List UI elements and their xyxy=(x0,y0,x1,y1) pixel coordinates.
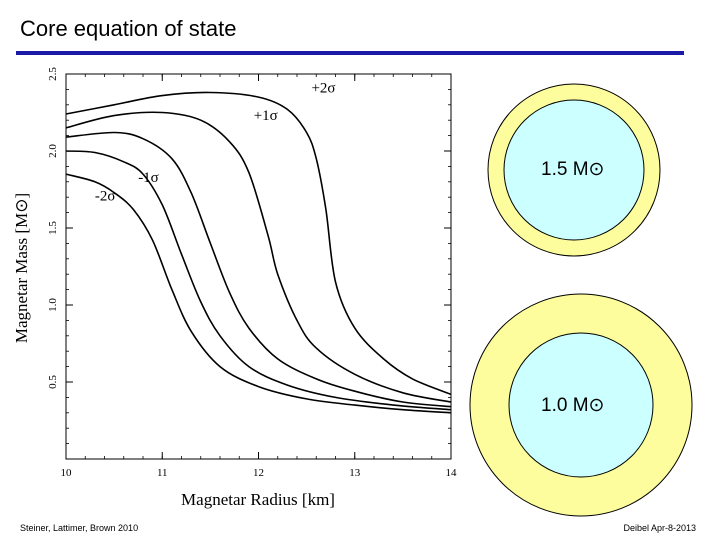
y-tick-label: 1.5 xyxy=(47,221,59,235)
y-tick-label: 1.0 xyxy=(47,298,59,312)
y-axis-ticks: 0.5 1.0 1.5 2.0 2.5 xyxy=(47,67,451,460)
citation-footer: Steiner, Lattimer, Brown 2010 xyxy=(20,523,139,533)
y-tick-label: 2.0 xyxy=(47,144,59,158)
star-large xyxy=(487,83,661,257)
x-axis-label: Magnetar Radius [km] xyxy=(181,490,335,509)
y-tick-label: 2.5 xyxy=(47,67,59,81)
series-label: -1σ xyxy=(138,170,159,186)
date-footer: Deibel Apr-8-2013 xyxy=(623,523,696,533)
series-curves xyxy=(65,91,452,414)
series-curve-2 xyxy=(65,131,452,408)
series-label: +1σ xyxy=(254,108,278,124)
x-tick-label: 10 xyxy=(61,467,73,479)
series-curve-3 xyxy=(65,150,452,411)
star-large-label: 1.5 M⊙ xyxy=(541,159,605,180)
x-tick-label: 11 xyxy=(157,467,168,479)
slide-title: Core equation of state xyxy=(20,16,237,41)
series-labels: +2σ +1σ -1σ -2σ xyxy=(95,80,336,204)
star-small xyxy=(469,293,693,517)
series-label: -2σ xyxy=(95,188,116,204)
y-tick-label: 0.5 xyxy=(47,375,59,389)
x-axis-ticks: 10 11 12 13 14 xyxy=(61,74,458,479)
x-tick-label: 14 xyxy=(446,467,458,479)
plot-frame xyxy=(65,73,452,460)
series-curve-4 xyxy=(65,173,452,414)
series-label: +2σ xyxy=(311,80,335,96)
series-curve-0 xyxy=(65,91,452,396)
x-tick-label: 13 xyxy=(349,467,361,479)
star-small-label: 1.0 M⊙ xyxy=(541,395,605,416)
title-divider xyxy=(16,51,684,55)
star-small-core xyxy=(508,332,654,478)
series-curve-1 xyxy=(65,111,452,403)
star-large-core xyxy=(503,99,645,241)
x-tick-label: 12 xyxy=(253,467,264,479)
y-axis-label: Magnetar Mass [M⊙] xyxy=(12,193,31,343)
